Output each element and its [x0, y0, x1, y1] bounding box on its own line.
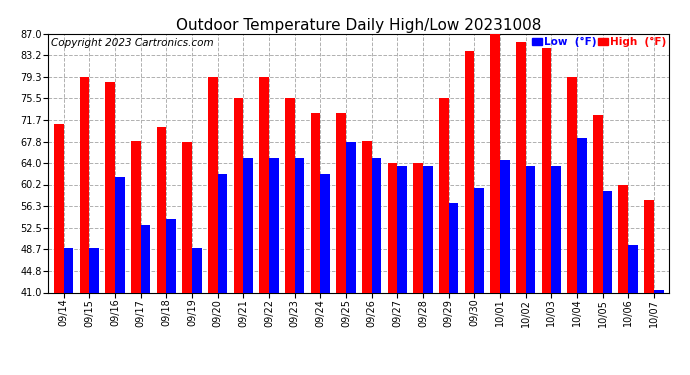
Bar	[346, 142, 356, 292]
Bar	[423, 166, 433, 292]
Bar	[618, 184, 628, 292]
Bar	[439, 99, 449, 292]
Bar	[106, 82, 115, 292]
Bar	[474, 188, 484, 292]
Bar	[141, 225, 150, 292]
Title: Outdoor Temperature Daily High/Low 20231008: Outdoor Temperature Daily High/Low 20231…	[176, 18, 542, 33]
Bar	[593, 116, 602, 292]
Bar	[295, 158, 304, 292]
Bar	[551, 166, 561, 292]
Bar	[79, 77, 90, 292]
Bar	[259, 77, 269, 292]
Bar	[516, 42, 526, 292]
Bar	[217, 174, 228, 292]
Bar	[63, 248, 73, 292]
Bar	[500, 160, 510, 292]
Bar	[567, 77, 577, 292]
Bar	[362, 141, 372, 292]
Bar	[192, 248, 201, 292]
Text: Copyright 2023 Cartronics.com: Copyright 2023 Cartronics.com	[51, 38, 214, 48]
Bar	[628, 245, 638, 292]
Bar	[54, 124, 63, 292]
Bar	[208, 77, 217, 292]
Bar	[182, 142, 192, 292]
Bar	[285, 99, 295, 292]
Bar	[320, 174, 330, 292]
Bar	[397, 166, 407, 292]
Bar	[577, 138, 586, 292]
Bar	[234, 99, 244, 292]
Bar	[115, 177, 125, 292]
Bar	[372, 158, 382, 292]
Bar	[448, 202, 458, 292]
Bar	[157, 127, 166, 292]
Bar	[464, 51, 474, 292]
Bar	[269, 158, 279, 292]
Bar	[602, 191, 612, 292]
Bar	[244, 158, 253, 292]
Legend: Low  (°F), High  (°F): Low (°F), High (°F)	[531, 36, 667, 48]
Bar	[388, 163, 397, 292]
Bar	[542, 48, 551, 292]
Bar	[90, 248, 99, 292]
Bar	[644, 200, 654, 292]
Bar	[310, 112, 320, 292]
Bar	[131, 141, 141, 292]
Bar	[490, 34, 500, 292]
Bar	[413, 163, 423, 292]
Bar	[526, 166, 535, 292]
Bar	[336, 112, 346, 292]
Bar	[654, 290, 664, 292]
Bar	[166, 219, 176, 292]
